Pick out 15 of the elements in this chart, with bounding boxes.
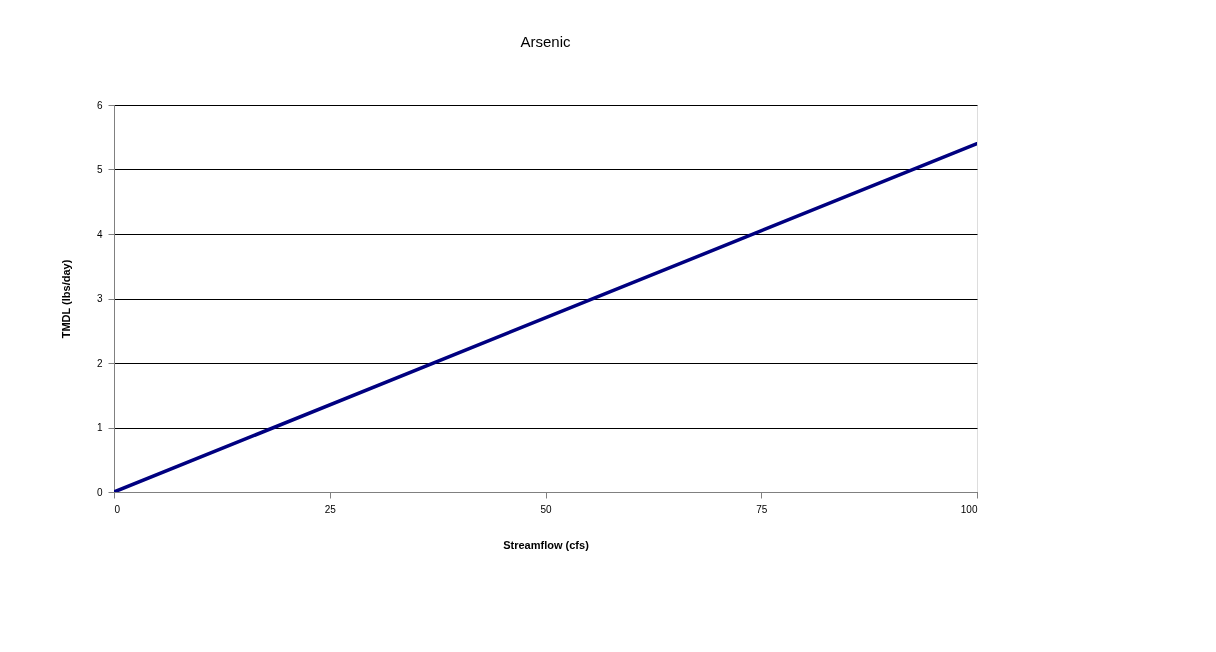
x-tick-label: 0 [114,503,121,515]
x-tick-label: 25 [324,503,337,515]
x-tick-label: 75 [756,503,768,515]
y-tick-label: 0 [96,486,103,498]
y-tick-label: 5 [96,164,103,175]
y-tick-label: 3 [96,293,103,304]
y-tick-label: 4 [96,228,103,240]
y-tick-label: 1 [96,422,103,433]
chart-title: Arsenic [520,33,571,50]
y-tick-label: 2 [96,357,103,369]
y-axis-title: TMDL (lbs/day) [59,259,72,339]
x-tick-label: 100 [960,503,978,515]
x-axis-title: Streamflow (cfs) [503,538,590,551]
x-tick-label: 50 [540,503,552,515]
y-tick-label: 6 [96,99,103,111]
